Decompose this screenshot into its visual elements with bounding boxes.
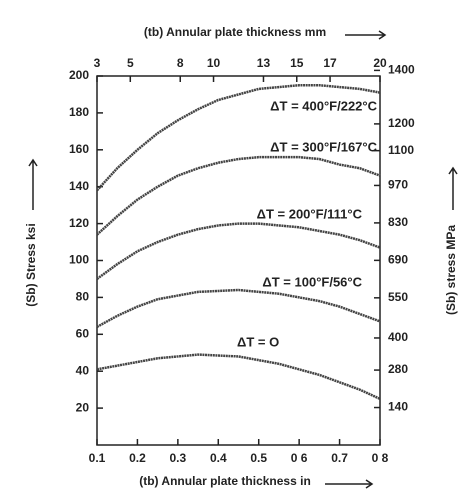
x-tick-label: 0 6 (291, 451, 308, 465)
series-label: ΔT = 100°F/56°C (262, 274, 362, 289)
y2-tick-label: 400 (388, 330, 408, 344)
y2-tick-label: 140 (388, 400, 408, 414)
y2-tick-label: 970 (388, 178, 408, 192)
series-label: ΔT = O (237, 334, 279, 349)
x2-tick-label: 15 (290, 56, 304, 70)
x2-tick-label: 5 (127, 56, 134, 70)
series-label: ΔT = 400°F/222°C (270, 98, 377, 113)
x-axis-title: (tb) Annular plate thickness in (139, 474, 311, 488)
x2-tick-label: 17 (323, 56, 337, 70)
x-tick-label: 0.7 (331, 451, 348, 465)
arrow (345, 30, 387, 40)
x2-tick-label: 8 (177, 56, 184, 70)
x2-axis-title: (tb) Annular plate thickness mm (144, 25, 326, 39)
x2-tick-label: 20 (373, 56, 387, 70)
x-tick-label: 0.2 (129, 451, 146, 465)
y-tick-label: 100 (69, 253, 89, 267)
y-tick-label: 140 (69, 179, 89, 193)
x2-tick-label: 10 (207, 56, 221, 70)
y-tick-label: 180 (69, 105, 89, 119)
y2-tick-label: 1400 (388, 63, 415, 77)
y2-tick-label: 830 (388, 215, 408, 229)
arrow (28, 158, 38, 210)
y-axis-title: (Sb) Stress ksi (24, 223, 38, 306)
series-line (96, 222, 381, 280)
series-line (96, 83, 381, 192)
arrow (448, 166, 458, 210)
x-tick-label: 0.5 (250, 451, 267, 465)
series-label: ΔT = 200°F/111°C (257, 206, 363, 221)
x2-tick-label: 13 (257, 56, 271, 70)
y2-tick-label: 550 (388, 290, 408, 304)
y-tick-label: 80 (76, 290, 90, 304)
series-line (96, 155, 381, 236)
y-tick-label: 120 (69, 216, 89, 230)
y-tick-label: 60 (76, 326, 90, 340)
x-tick-label: 0.1 (89, 451, 106, 465)
y2-tick-label: 690 (388, 253, 408, 267)
y2-tick-label: 1100 (388, 143, 414, 157)
y2-tick-label: 280 (388, 362, 408, 376)
x-tick-label: 0.3 (170, 451, 187, 465)
y-tick-label: 200 (69, 68, 89, 82)
series-line (96, 288, 381, 329)
y-tick-label: 20 (76, 400, 90, 414)
plot-frame (96, 75, 381, 446)
y-tick-label: 40 (76, 363, 90, 377)
series-line (96, 353, 381, 401)
series-label: ΔT = 300°F/167°C (270, 139, 377, 154)
y2-tick-label: 1200 (388, 116, 415, 130)
x2-tick-label: 3 (94, 56, 101, 70)
y-tick-label: 160 (69, 142, 89, 156)
y2-axis-title: (Sb) stress MPa (444, 225, 458, 315)
x-tick-label: 0 8 (372, 451, 389, 465)
x-tick-label: 0.4 (210, 451, 227, 465)
arrow (325, 479, 374, 489)
